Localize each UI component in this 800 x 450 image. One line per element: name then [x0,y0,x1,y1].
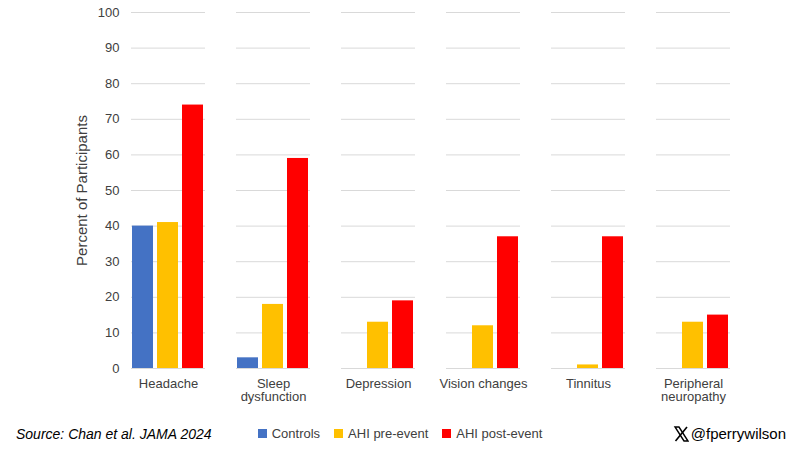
html-text:@fperrywilson: @fperrywilson [690,425,786,442]
svg-text:20: 20 [105,289,119,304]
svg-text:60: 60 [105,147,119,162]
html-text:Controls: Controls [271,426,321,441]
svg-text:70: 70 [105,111,119,126]
svg-text:Sleepdysfunction: Sleepdysfunction [241,376,307,404]
svg-text:40: 40 [105,218,119,233]
svg-text:Depression: Depression [346,376,412,391]
html-text:AHI post-event: AHI post-event [456,426,543,441]
svg-text:100: 100 [98,5,120,20]
svg-text:Vision changes: Vision changes [440,376,528,391]
svg-text:0: 0 [112,361,119,376]
svg-text:50: 50 [105,183,119,198]
svg-text:90: 90 [105,40,119,55]
svg-text:Peripheralneuropathy: Peripheralneuropathy [661,376,727,404]
svg-text:80: 80 [105,76,119,91]
svg-text:10: 10 [105,325,119,340]
svg-text:Percent of Participants: Percent of Participants [73,115,90,266]
html-text:Source: Chan et al. JAMA 2024: Source: Chan et al. JAMA 2024 [16,426,212,442]
svg-text:Headache: Headache [139,376,198,391]
svg-text:Tinnitus: Tinnitus [566,376,612,391]
svg-text:30: 30 [105,254,119,269]
html-text:AHI pre-event: AHI pre-event [348,426,429,441]
